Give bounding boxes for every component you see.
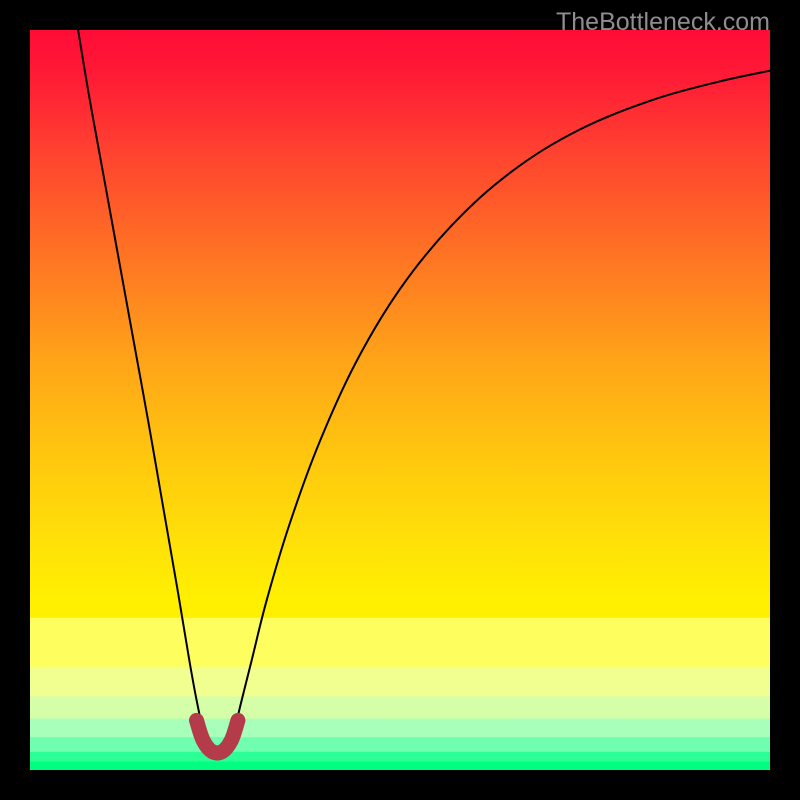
chart-svg xyxy=(30,30,770,770)
watermark-text: TheBottleneck.com xyxy=(556,8,770,37)
gradient-background xyxy=(30,30,770,770)
plot-area xyxy=(30,30,770,770)
